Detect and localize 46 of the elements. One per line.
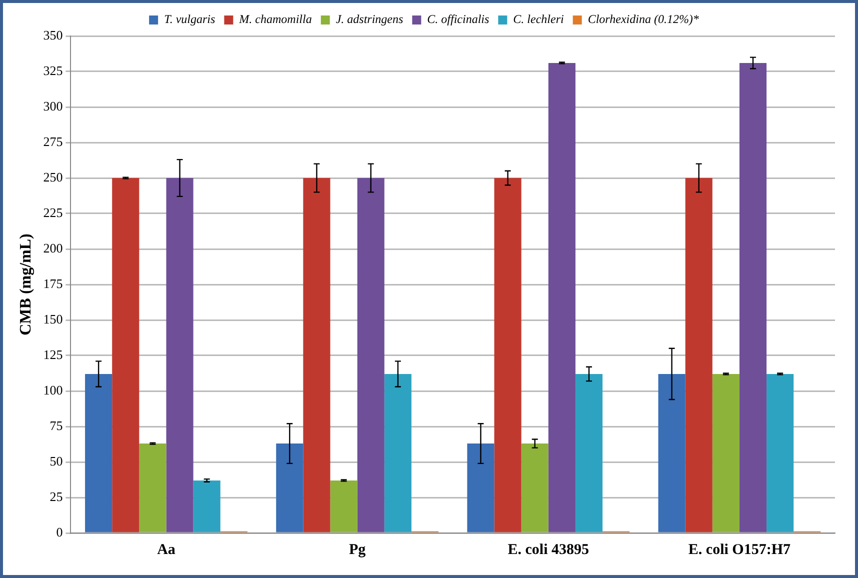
bar: [85, 374, 112, 532]
bar: [712, 374, 740, 532]
bar: [494, 178, 522, 532]
y-tick-label: 0: [56, 524, 63, 540]
x-tick-label: Aa: [157, 542, 176, 558]
bar: [112, 178, 140, 532]
y-tick-label: 100: [43, 382, 63, 398]
bar: [276, 444, 304, 532]
y-tick-label: 275: [43, 134, 63, 149]
y-tick-label: 250: [43, 169, 63, 184]
bar: [384, 374, 412, 532]
bar: [357, 178, 384, 532]
x-tick-label: E. coli 43895: [508, 542, 590, 558]
y-tick-label: 325: [43, 62, 63, 78]
legend-label: Clorhexidina (0.12%)*: [588, 12, 699, 26]
y-tick-label: 50: [50, 453, 63, 468]
bar: [193, 480, 220, 532]
y-tick-label: 75: [50, 418, 63, 433]
y-axis-title: CMB (mg/mL): [18, 234, 35, 336]
y-tick-label: 225: [43, 204, 63, 220]
x-tick-label: E. coli O157:H7: [688, 542, 791, 558]
y-tick-label: 150: [43, 311, 63, 326]
y-tick-label: 200: [43, 240, 63, 256]
bar: [548, 62, 576, 532]
y-tick-label: 300: [43, 98, 63, 114]
bar: [139, 444, 166, 532]
y-tick-label: 175: [43, 276, 63, 291]
bar: [658, 374, 686, 532]
legend-label: C. lechleri: [513, 12, 564, 26]
y-tick-label: 25: [50, 488, 63, 504]
bar: [521, 444, 548, 532]
x-tick-label: Pg: [348, 542, 366, 558]
legend-label: T. vulgaris: [164, 12, 216, 26]
y-tick-label: 350: [43, 27, 63, 42]
bar: [766, 374, 794, 532]
legend-label: J. adstringens: [336, 12, 404, 26]
bar: [330, 480, 358, 532]
bar: [166, 178, 194, 532]
bar: [575, 374, 603, 532]
bar: [739, 62, 767, 532]
y-tick-label: 125: [43, 346, 63, 362]
legend-label: C. officinalis: [427, 12, 490, 26]
legend-label: M. chamomilla: [238, 12, 312, 26]
bar: [685, 178, 712, 532]
bar: [303, 178, 330, 532]
bar: [467, 444, 494, 532]
